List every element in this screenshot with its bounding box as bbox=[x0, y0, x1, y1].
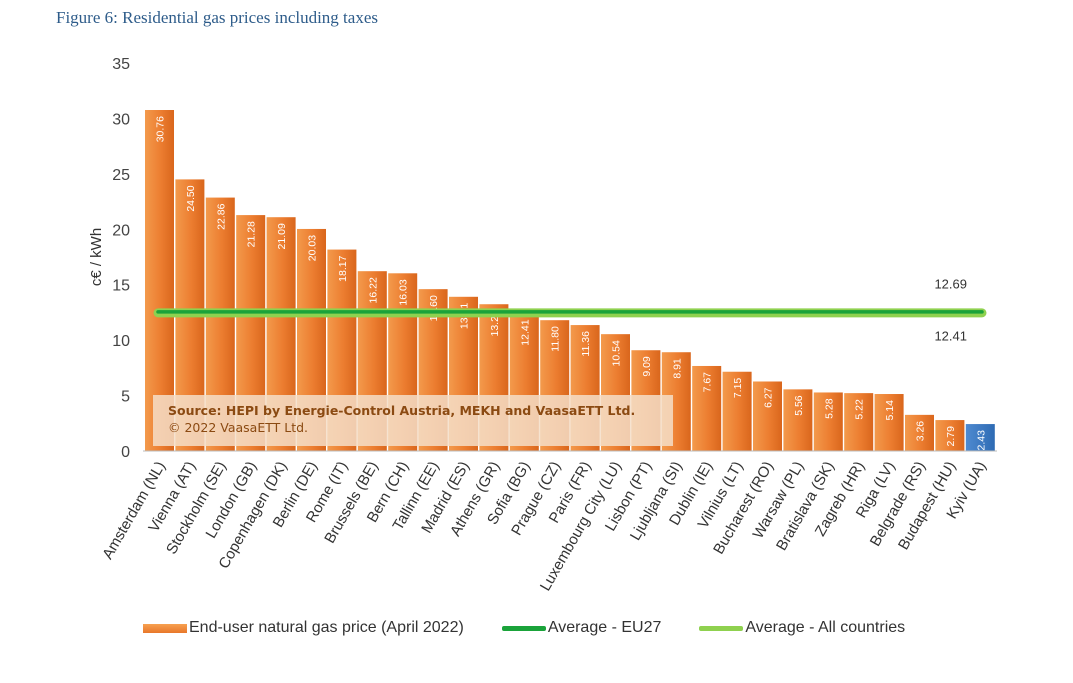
copyright-text: © 2022 VaasaETT Ltd. bbox=[168, 420, 309, 435]
legend-item-avg-eu27: Average - EU27 bbox=[501, 619, 662, 637]
bar-value-label: 20.03 bbox=[307, 235, 319, 261]
bar-value-label: 5.56 bbox=[793, 395, 805, 416]
y-axis: 0 5 10 15 20 25 30 35 bbox=[112, 56, 130, 461]
bar-value-label: 7.15 bbox=[732, 378, 744, 399]
bar-value-label: 9.09 bbox=[641, 356, 653, 377]
bar-value-label: 11.36 bbox=[580, 331, 592, 357]
bar-value-label: 21.09 bbox=[276, 223, 288, 249]
legend-swatch-all bbox=[699, 625, 744, 631]
source-text: Source: HEPI by Energie-Control Austria,… bbox=[168, 403, 636, 418]
y-tick-label: 35 bbox=[112, 56, 130, 73]
bar-22 bbox=[813, 392, 843, 451]
y-tick-label: 20 bbox=[112, 222, 130, 239]
bar-value-label: 14.60 bbox=[428, 295, 440, 321]
bar-value-label: 24.50 bbox=[185, 185, 197, 211]
legend-label-avg-all: Average - All countries bbox=[745, 619, 906, 636]
bar-24 bbox=[874, 394, 904, 451]
legend-label-avg-eu27: Average - EU27 bbox=[547, 619, 662, 636]
y-tick-label: 15 bbox=[112, 278, 130, 295]
bar-value-label: 21.28 bbox=[246, 221, 258, 247]
average-lines: 12.69 12.41 bbox=[153, 276, 987, 343]
bar-23 bbox=[844, 393, 874, 451]
legend-label-price: End-user natural gas price (April 2022) bbox=[189, 619, 464, 636]
bar-20 bbox=[753, 381, 782, 451]
bar-27 bbox=[965, 424, 995, 451]
bar-value-label: 12.41 bbox=[519, 319, 531, 345]
bar-value-label: 6.27 bbox=[763, 387, 775, 408]
legend: End-user natural gas price (April 2022) … bbox=[143, 619, 943, 637]
legend-item-price: End-user natural gas price (April 2022) bbox=[143, 619, 464, 637]
bar-value-label: 11.80 bbox=[550, 326, 562, 352]
bar-value-label: 30.76 bbox=[155, 116, 167, 142]
bar-value-label: 3.26 bbox=[915, 421, 927, 442]
bar-chart: 0 5 10 15 20 25 30 35 c€ / kWh 30.76 24.50 22.86 2… bbox=[88, 56, 997, 594]
bar-25 bbox=[905, 414, 934, 451]
bar-value-label: 18.17 bbox=[337, 255, 349, 281]
y-tick-label: 30 bbox=[112, 111, 130, 128]
y-tick-label: 0 bbox=[121, 444, 130, 461]
bar-value-label: 5.28 bbox=[823, 398, 835, 419]
bar-value-label: 22.86 bbox=[215, 203, 227, 229]
bar-value-label: 8.91 bbox=[671, 358, 683, 379]
avg-all-label: 12.41 bbox=[934, 328, 967, 343]
bar-21 bbox=[783, 389, 813, 451]
bar-value-label: 5.22 bbox=[854, 399, 866, 420]
bar-value-label: 7.67 bbox=[702, 372, 714, 393]
bar-value-label: 10.54 bbox=[611, 340, 623, 366]
source-note: Source: HEPI by Energie-Control Austria,… bbox=[153, 395, 673, 446]
legend-swatch-bar bbox=[143, 623, 187, 633]
bar-19 bbox=[722, 371, 752, 451]
bar-value-label: 2.79 bbox=[945, 426, 957, 447]
bar-value-label: 16.03 bbox=[398, 279, 410, 305]
y-tick-label: 25 bbox=[112, 167, 130, 184]
legend-swatch-eu27 bbox=[501, 625, 546, 631]
figure-title: Figure 6: Residential gas prices includi… bbox=[56, 8, 378, 27]
bar-0 bbox=[145, 110, 174, 452]
bar-value-label: 5.14 bbox=[884, 400, 896, 421]
bar-18 bbox=[692, 365, 722, 451]
y-tick-label: 5 bbox=[121, 389, 130, 406]
legend-item-avg-all: Average - All countries bbox=[699, 619, 905, 637]
y-tick-label: 10 bbox=[112, 333, 130, 350]
avg-eu27-label: 12.69 bbox=[934, 276, 967, 291]
x-axis: Amsterdam (NL)Vienna (AT)Stockholm (SE)L… bbox=[99, 458, 990, 594]
y-axis-label: c€ / kWh bbox=[88, 228, 105, 286]
bar-value-label: 16.22 bbox=[367, 277, 379, 303]
bar-value-label: 2.43 bbox=[975, 430, 987, 451]
bar-26 bbox=[935, 420, 965, 451]
